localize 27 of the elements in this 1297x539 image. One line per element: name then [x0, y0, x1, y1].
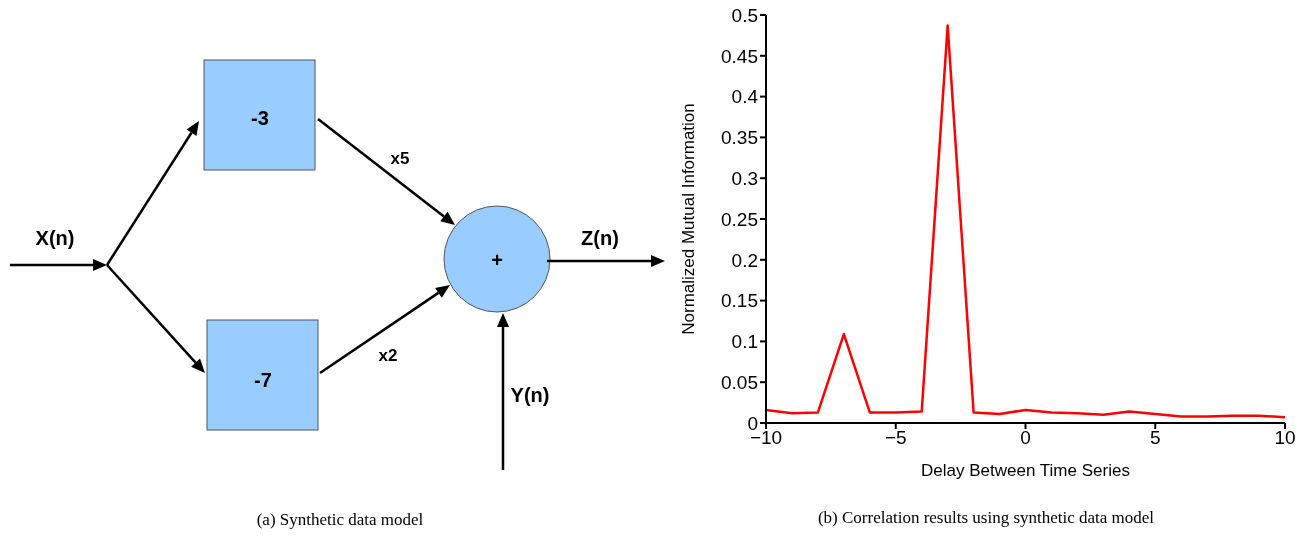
- x-tick-label: −5: [884, 427, 907, 449]
- y-tick-label: 0.4: [731, 86, 759, 108]
- y-tick-label: 0.3: [731, 167, 758, 189]
- y-tick-label: 0.25: [721, 208, 758, 230]
- y-tick-label: 0.05: [721, 371, 758, 393]
- line-series: [766, 24, 1285, 419]
- x-axis-title: Delay Between Time Series: [921, 461, 1130, 480]
- text: X(n): [35, 227, 75, 250]
- y-axis-title: Normalized Mutual Information: [679, 103, 699, 335]
- y-tick-label: 0.2: [731, 249, 758, 271]
- x-tick-label: 10: [1274, 427, 1296, 449]
- x-tick-label: 0: [1020, 427, 1031, 449]
- text: Y(n): [510, 384, 550, 407]
- x-tick-label: 5: [1149, 427, 1161, 449]
- text: (b) Correlation results using synthetic data model: [816, 508, 1156, 528]
- text: x5: [390, 149, 410, 169]
- y-tick-label: 0.45: [721, 45, 758, 67]
- text: Z(n): [581, 227, 619, 250]
- y-tick-label: 0.15: [721, 290, 758, 312]
- y-tick-label: 0.35: [721, 127, 758, 149]
- text: x2: [378, 346, 398, 366]
- text: -3: [251, 107, 269, 130]
- text: -7: [254, 369, 272, 392]
- y-tick-label: 0.5: [731, 4, 758, 26]
- text: +: [491, 249, 503, 272]
- text: (a) Synthetic data model: [256, 509, 424, 529]
- y-tick-label: 0.1: [731, 331, 758, 353]
